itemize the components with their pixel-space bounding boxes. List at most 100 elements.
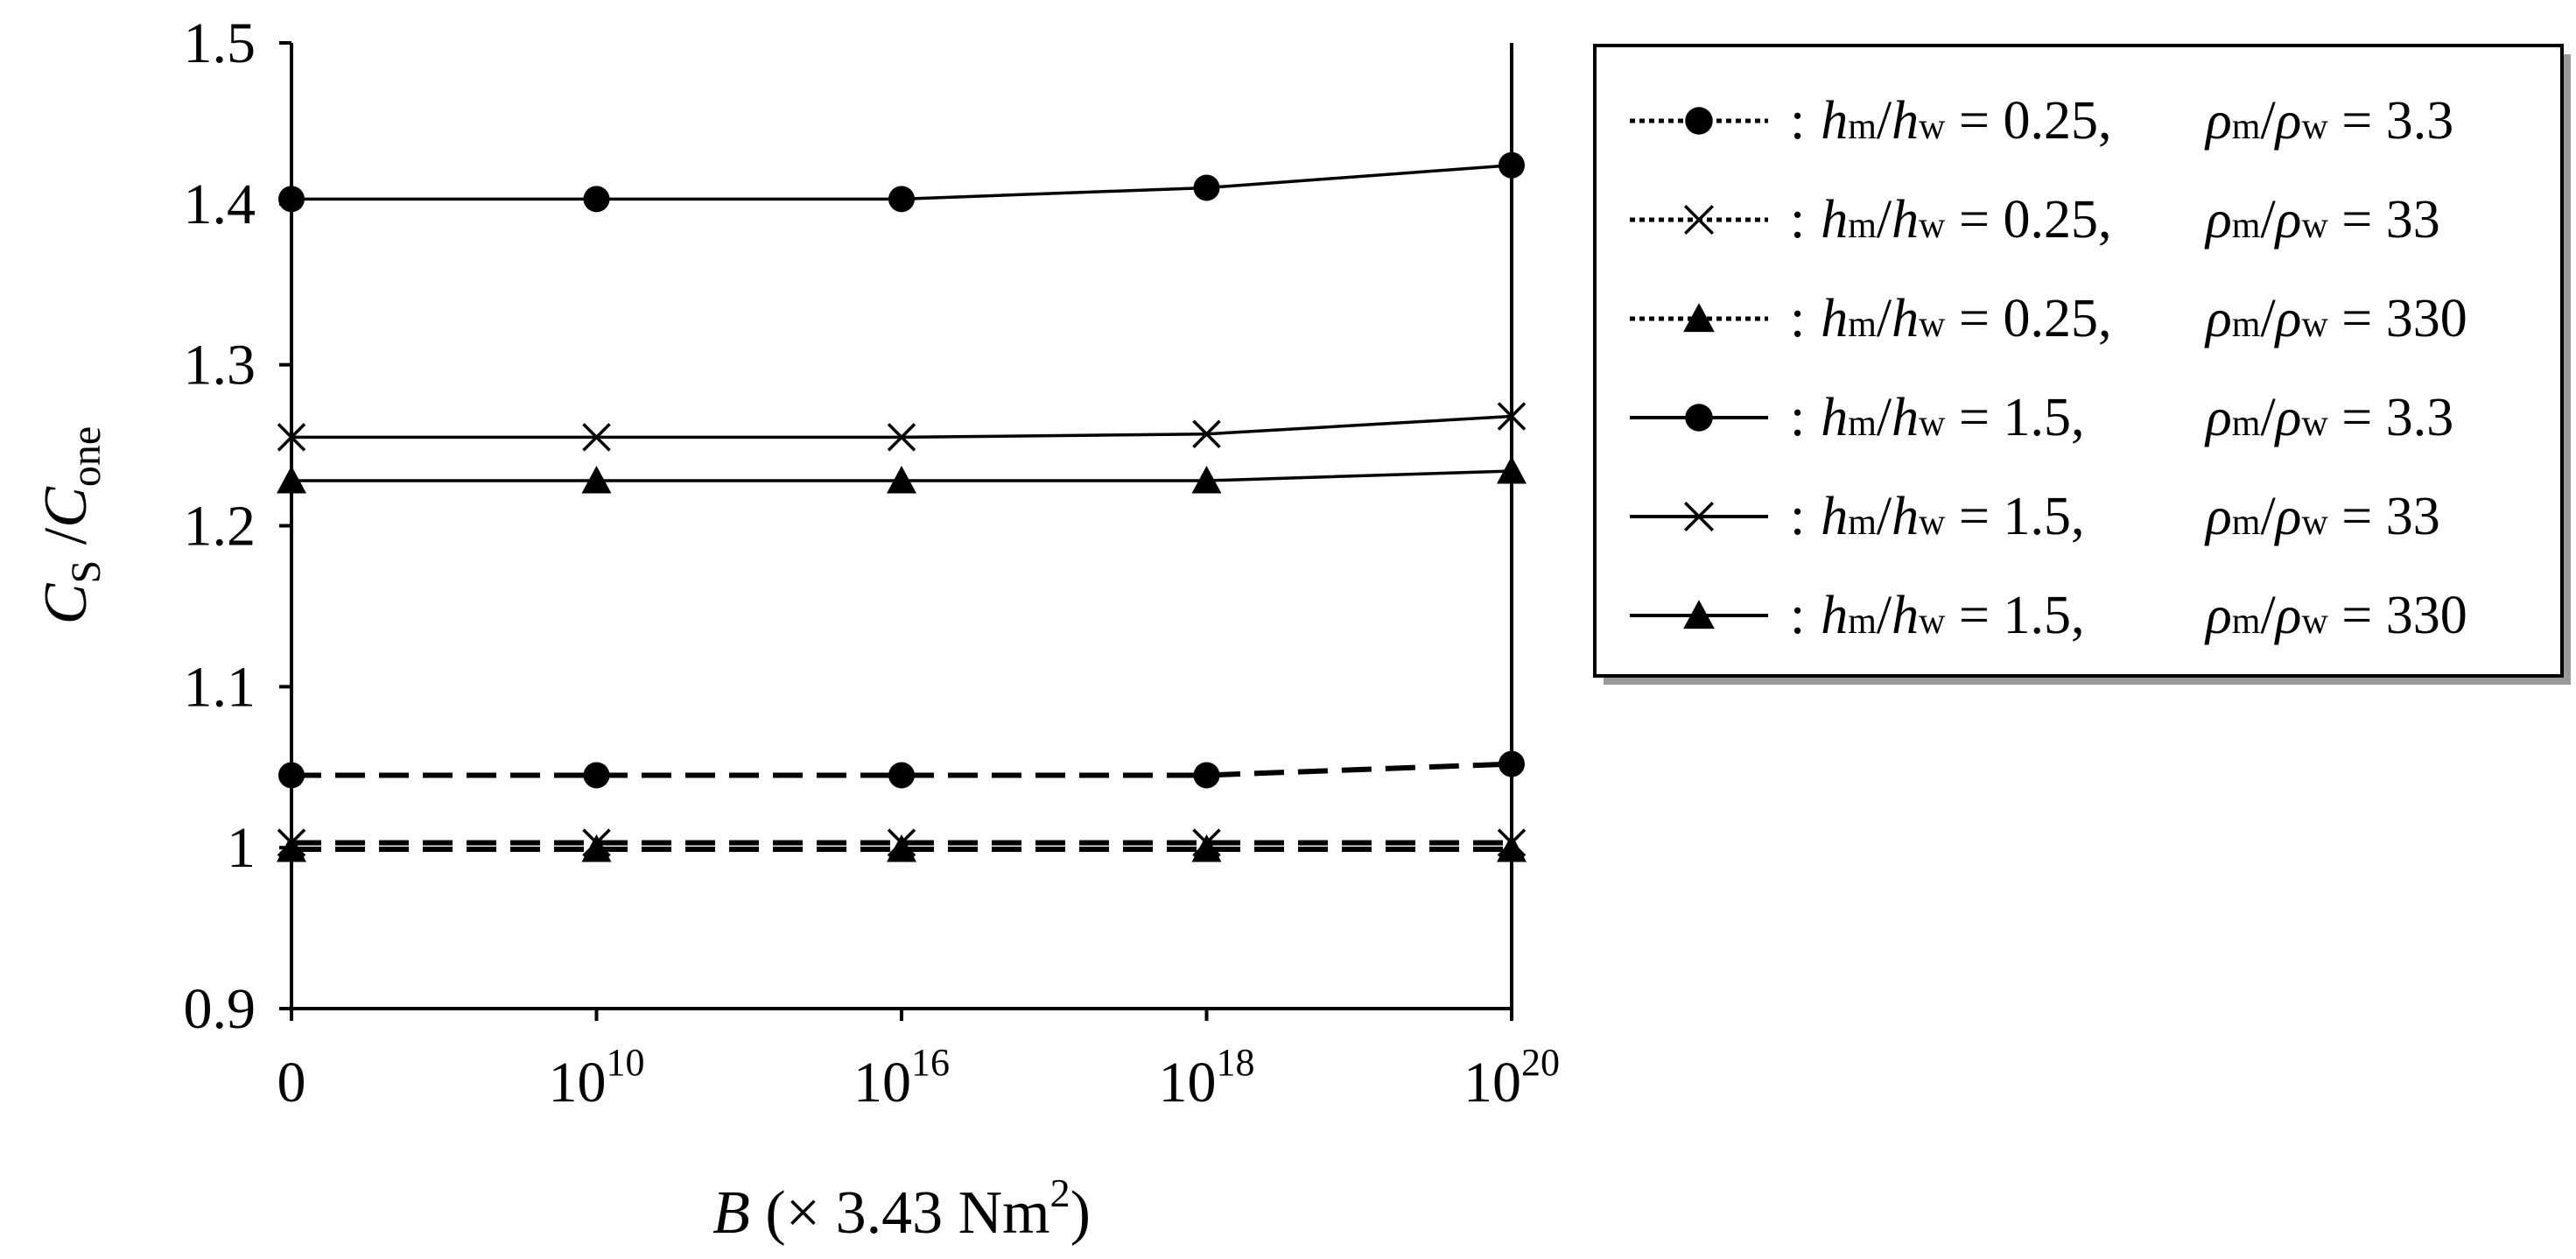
- legend-eq: =: [2328, 190, 2386, 250]
- legend-sub-m: m: [1848, 404, 1877, 444]
- y-axis-c2: C: [32, 486, 100, 528]
- legend-rho: ρ: [2274, 388, 2302, 447]
- legend-rho: ρ: [2204, 487, 2232, 546]
- legend-item-0: : hm/hw = 0.25, ρm/ρw = 3.3: [1630, 91, 2453, 151]
- x-tick-label: 1016: [853, 1041, 950, 1115]
- series-line: [291, 761, 1513, 778]
- legend-sub-m: m: [1848, 206, 1877, 246]
- legend-label: : hm/hw = 1.5, ρm/ρw = 33: [1790, 487, 2440, 546]
- data-point-triangle: [887, 466, 916, 494]
- y-tick-label: 1.1: [184, 655, 256, 719]
- legend-slash: /: [1877, 388, 1892, 447]
- legend-sub-m: m: [2232, 503, 2261, 543]
- legend-h: h: [1821, 388, 1848, 447]
- legend-rho-ratio: 330: [2386, 586, 2467, 645]
- data-point-triangle: [1191, 466, 1222, 494]
- legend-h: h: [1892, 289, 1919, 348]
- legend-colon: :: [1790, 289, 1805, 348]
- x-tick-base: 10: [853, 1051, 911, 1115]
- marker-circle: [1685, 107, 1713, 135]
- legend-sub-m: m: [1848, 503, 1877, 543]
- legend-h: h: [1892, 586, 1919, 645]
- legend-h: h: [1892, 190, 1919, 250]
- series-0: [278, 750, 1525, 789]
- y-tick-label: 1.3: [184, 334, 256, 397]
- legend-eq: =: [1945, 289, 2003, 348]
- legend: : hm/hw = 0.25, ρm/ρw = 3.3: hm/hw = 0.25, ρ…: [1593, 44, 2571, 685]
- series-2: [277, 834, 1527, 862]
- legend-rho-ratio: 3.3: [2386, 91, 2454, 151]
- legend-label: : hm/hw = 0.25, ρm/ρw = 33: [1790, 190, 2440, 250]
- data-point-circle: [583, 762, 610, 789]
- x-tick-exponent: 10: [607, 1041, 645, 1084]
- legend-eq: =: [1945, 91, 2003, 151]
- y-axis-slash: /: [32, 527, 100, 560]
- legend-rho-ratio: 3.3: [2386, 388, 2454, 447]
- data-point-circle: [888, 186, 915, 213]
- plot-area: [277, 151, 1527, 862]
- legend-colon: :: [1790, 91, 1805, 151]
- legend-rho-ratio: 330: [2386, 289, 2467, 348]
- x-axis-unit: (× 3.43 Nm: [750, 1179, 1050, 1247]
- legend-item-5: : hm/hw = 1.5, ρm/ρw = 330: [1630, 586, 2467, 645]
- legend-label: : hm/hw = 0.25, ρm/ρw = 3.3: [1790, 91, 2453, 151]
- legend-sub-w: w: [1919, 503, 1946, 543]
- data-point-cross: [1192, 419, 1221, 448]
- x-axis-close: ): [1070, 1179, 1091, 1247]
- x-tick-label: 0: [277, 1051, 306, 1115]
- legend-slash: /: [2260, 91, 2276, 151]
- data-point-triangle: [1191, 834, 1222, 862]
- data-point-circle: [888, 762, 915, 789]
- x-tick-label: 1010: [549, 1041, 645, 1115]
- legend-slash: /: [1877, 91, 1892, 151]
- legend-sub-w: w: [1919, 206, 1946, 246]
- marker-triangle: [1683, 600, 1715, 630]
- legend-sub-w: w: [1919, 601, 1946, 642]
- legend-rho-ratio: 33: [2386, 487, 2440, 546]
- x-axis-unit-sup: 2: [1050, 1171, 1070, 1215]
- x-tick-exponent: 20: [1521, 1041, 1560, 1084]
- legend-item-2: : hm/hw = 0.25, ρm/ρw = 330: [1630, 289, 2467, 348]
- x-tick-base: 0: [277, 1051, 306, 1115]
- legend-rho: ρ: [2204, 91, 2232, 151]
- legend-sub-w: w: [1919, 305, 1946, 345]
- y-axis-sub1: S: [63, 560, 109, 584]
- legend-slash: /: [2260, 289, 2276, 348]
- legend-eq: =: [1945, 487, 2003, 546]
- legend-sub-w: w: [2301, 305, 2328, 345]
- legend-slash: /: [1877, 289, 1892, 348]
- legend-sub-m: m: [2232, 601, 2261, 642]
- y-axis-c1: C: [32, 582, 100, 624]
- y-tick-label: 1.2: [184, 495, 256, 559]
- legend-colon: :: [1790, 487, 1805, 546]
- legend-eq: =: [2328, 487, 2386, 546]
- legend-rho: ρ: [2274, 586, 2302, 645]
- y-axis-title: CS /Cone: [32, 426, 109, 624]
- data-point-cross: [582, 423, 611, 452]
- x-tick-exponent: 18: [1217, 1041, 1255, 1084]
- marker-circle: [1685, 404, 1713, 432]
- legend-sub-m: m: [2232, 206, 2261, 246]
- legend-h: h: [1892, 91, 1919, 151]
- legend-rho-ratio: 33: [2386, 190, 2440, 250]
- legend-label: : hm/hw = 0.25, ρm/ρw = 330: [1790, 289, 2467, 348]
- legend-eq: =: [2328, 388, 2386, 447]
- legend-colon: :: [1790, 388, 1805, 447]
- legend-sub-w: w: [2301, 404, 2328, 444]
- data-point-circle: [1193, 174, 1220, 201]
- legend-rho: ρ: [2274, 91, 2302, 151]
- legend-h: h: [1821, 91, 1848, 151]
- legend-rho: ρ: [2274, 289, 2302, 348]
- legend-sub-w: w: [2301, 206, 2328, 246]
- legend-sub-m: m: [1848, 107, 1877, 147]
- legend-box: [1593, 44, 2564, 678]
- marker-cross: [1684, 205, 1714, 235]
- x-tick-exponent: 16: [911, 1041, 950, 1084]
- legend-rho: ρ: [2204, 586, 2232, 645]
- legend-h-ratio: 0.25,: [2003, 289, 2111, 348]
- marker-cross: [1684, 502, 1714, 531]
- x-tick-base: 10: [549, 1051, 607, 1115]
- y-tick-label: 1.5: [184, 11, 256, 75]
